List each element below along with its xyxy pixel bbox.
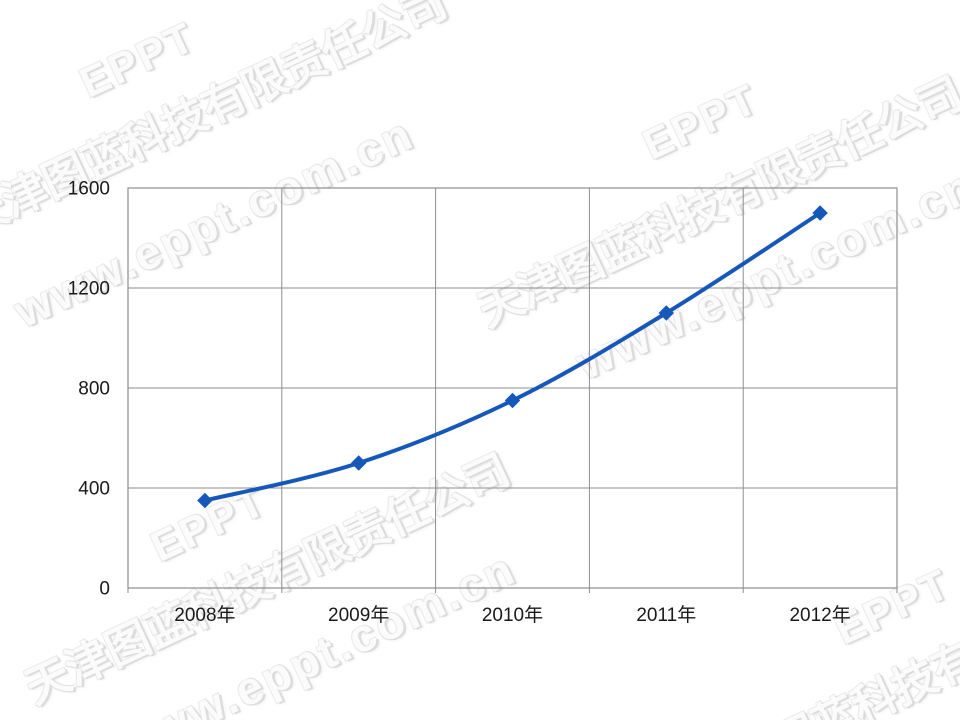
y-axis-tick-label: 0 (99, 579, 110, 600)
x-axis-tick-label: 2010年 (482, 604, 543, 626)
data-point-marker (504, 392, 521, 409)
y-axis-tick-label: 1600 (68, 179, 110, 200)
data-point-marker (197, 492, 213, 509)
plot-border (127, 187, 898, 589)
x-axis-tick-label: 2008年 (174, 604, 235, 626)
data-point-marker (350, 455, 367, 471)
y-axis-tick-label: 1200 (68, 279, 110, 300)
series-line (202, 211, 823, 503)
data-point-marker (812, 205, 828, 221)
y-axis-tick-label: 400 (78, 479, 110, 500)
x-axis-tick-label: 2011年 (636, 604, 696, 626)
data-point-marker (658, 305, 675, 321)
x-axis-tick-label: 2012年 (789, 604, 850, 626)
x-axis-tick-label: 2009年 (328, 604, 389, 626)
y-axis-tick-label: 800 (78, 379, 110, 400)
